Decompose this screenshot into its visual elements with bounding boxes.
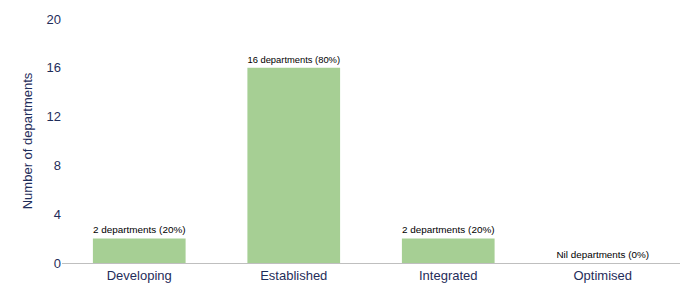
svg-text:12: 12 (47, 109, 61, 124)
svg-text:Nil departments (0%): Nil departments (0%) (556, 249, 649, 260)
svg-text:16: 16 (47, 60, 61, 75)
svg-text:Number of departments: Number of departments (20, 72, 35, 209)
svg-text:Established: Established (260, 268, 327, 283)
svg-text:2 departments (20%): 2 departments (20%) (402, 224, 495, 235)
svg-text:0: 0 (54, 256, 61, 271)
svg-text:Integrated: Integrated (419, 268, 478, 283)
svg-text:4: 4 (54, 207, 61, 222)
svg-text:2 departments (20%): 2 departments (20%) (93, 224, 186, 235)
svg-text:Developing: Developing (107, 268, 172, 283)
svg-text:20: 20 (47, 12, 61, 27)
svg-text:16 departments (80%): 16 departments (80%) (247, 55, 340, 65)
svg-text:8: 8 (54, 158, 61, 173)
svg-text:Optimised: Optimised (573, 268, 632, 283)
